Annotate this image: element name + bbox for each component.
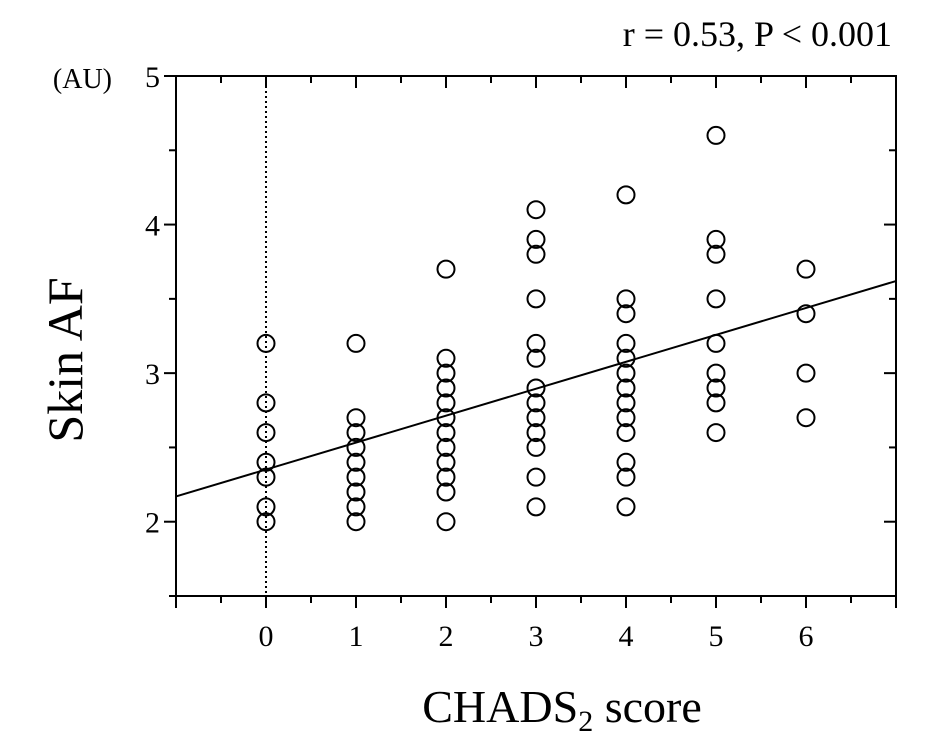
- data-point: [616, 378, 636, 398]
- data-point: [616, 348, 636, 368]
- data-point: [616, 393, 636, 413]
- data-point: [526, 408, 546, 428]
- data-point: [616, 467, 636, 487]
- data-point: [346, 408, 366, 428]
- data-point: [526, 333, 546, 353]
- data-point: [526, 289, 546, 309]
- data-point: [436, 363, 456, 383]
- y-tick-label: 2: [145, 507, 160, 540]
- data-point: [436, 512, 456, 532]
- data-point: [346, 423, 366, 443]
- data-point: [616, 408, 636, 428]
- data-point: [526, 348, 546, 368]
- data-point: [616, 304, 636, 324]
- data-point: [346, 467, 366, 487]
- data-point: [436, 408, 456, 428]
- x-axis-label-main: CHADS: [422, 681, 578, 732]
- data-point: [436, 259, 456, 279]
- data-point: [436, 423, 456, 443]
- data-point: [256, 423, 276, 443]
- correlation-annotation: r = 0.53, P < 0.001: [623, 14, 892, 54]
- data-point: [706, 333, 726, 353]
- x-tick-label: 1: [349, 620, 364, 653]
- y-axis-label: Skin AF: [37, 277, 93, 442]
- data-point: [706, 363, 726, 383]
- axis-tick-labels: 0 1 2 3 4 5 6 2 3 4 5: [145, 61, 814, 653]
- data-point: [346, 452, 366, 472]
- data-point: [256, 512, 276, 532]
- data-point: [616, 333, 636, 353]
- y-tick-label: 3: [145, 358, 160, 391]
- data-point: [796, 408, 816, 428]
- data-point: [526, 497, 546, 517]
- data-point: [706, 289, 726, 309]
- data-point: [706, 378, 726, 398]
- data-point: [526, 244, 546, 264]
- x-tick-label: 4: [619, 620, 634, 653]
- data-point: [436, 437, 456, 457]
- data-point: [346, 333, 366, 353]
- data-point: [256, 393, 276, 413]
- x-tick-label: 0: [259, 620, 274, 653]
- data-point: [616, 289, 636, 309]
- data-point: [706, 125, 726, 145]
- data-point: [706, 423, 726, 443]
- data-point: [526, 393, 546, 413]
- data-point: [616, 363, 636, 383]
- data-point: [346, 437, 366, 457]
- data-point: [526, 378, 546, 398]
- data-point: [436, 393, 456, 413]
- data-point: [796, 363, 816, 383]
- data-point: [436, 378, 456, 398]
- data-point: [256, 467, 276, 487]
- data-point: [616, 497, 636, 517]
- x-axis-label: CHADS2 score: [422, 681, 702, 738]
- data-point: [436, 467, 456, 487]
- data-point: [526, 423, 546, 443]
- data-point: [526, 437, 546, 457]
- data-point: [796, 304, 816, 324]
- x-axis-label-tail: score: [593, 681, 702, 732]
- data-point: [436, 452, 456, 472]
- data-point: [256, 497, 276, 517]
- data-point: [706, 229, 726, 249]
- data-point: [436, 348, 456, 368]
- data-point: [436, 482, 456, 502]
- y-unit-label: (AU): [53, 64, 112, 95]
- data-points: [256, 125, 816, 532]
- data-point: [526, 200, 546, 220]
- data-point: [526, 229, 546, 249]
- x-tick-label: 5: [709, 620, 724, 653]
- x-tick-label: 3: [529, 620, 544, 653]
- data-point: [346, 482, 366, 502]
- data-point: [616, 452, 636, 472]
- data-point: [526, 467, 546, 487]
- data-point: [706, 244, 726, 264]
- data-point: [346, 512, 366, 532]
- regression-line-group: [175, 280, 897, 498]
- data-point: [346, 497, 366, 517]
- regression-line: [175, 280, 897, 498]
- data-point: [616, 423, 636, 443]
- x-tick-label: 6: [799, 620, 814, 653]
- data-point: [616, 185, 636, 205]
- y-tick-label: 4: [145, 210, 160, 243]
- x-tick-label: 2: [439, 620, 454, 653]
- x-axis-label-subscript: 2: [578, 705, 593, 738]
- data-point: [256, 333, 276, 353]
- y-tick-label: 5: [145, 61, 160, 94]
- plot-frame: [175, 75, 897, 597]
- data-point: [796, 259, 816, 279]
- data-point: [256, 452, 276, 472]
- data-point: [706, 393, 726, 413]
